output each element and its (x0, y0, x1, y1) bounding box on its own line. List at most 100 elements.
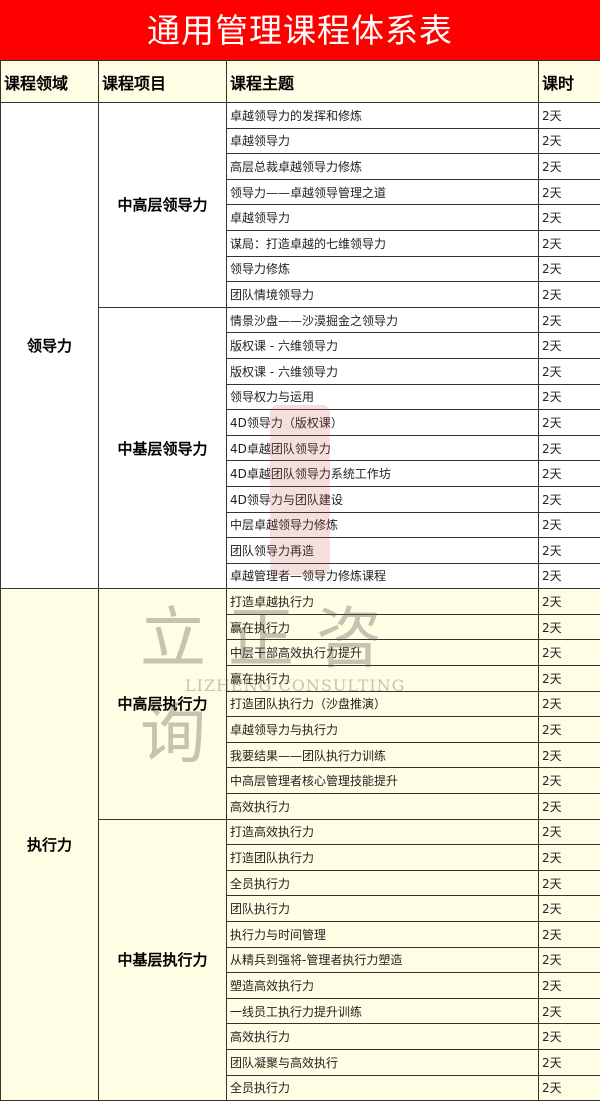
topic-cell: 团队领导力再造 (226, 537, 539, 564)
page-title: 通用管理课程体系表 (0, 0, 600, 60)
topic-cell: 团队执行力 (226, 895, 539, 922)
project-cell: 中基层执行力 (98, 818, 227, 1101)
topic-cell: 领导力——卓越领导管理之道 (226, 178, 539, 206)
table-row: 领导力修炼 2天 (1, 255, 600, 283)
hours-cell: 2天 (538, 460, 600, 487)
table-row: 卓越领导力与执行力 2天 (1, 716, 600, 743)
table-row: 中基层执行力 打造高效执行力 2天 (1, 818, 600, 1101)
table-row: 卓越领导力 2天 (1, 204, 600, 231)
hours-cell: 2天 (538, 409, 600, 436)
table-row: 中层干部高效执行力提升 2天 (1, 639, 600, 667)
hours-cell: 2天 (538, 1048, 600, 1076)
hours-cell: 2天 (538, 332, 600, 359)
hours-cell: 2天 (538, 281, 600, 308)
topic-cell: 从精兵到强将-管理者执行力塑造 (226, 946, 539, 974)
topic-cell: 卓越管理者—领导力修炼课程 (226, 562, 539, 590)
table-row: 全员执行力 2天 (1, 869, 600, 897)
hours-cell: 2天 (538, 921, 600, 948)
hours-cell: 2天 (538, 511, 600, 539)
topic-cell: 打造团队执行力 (226, 844, 539, 871)
table-row: 中高层管理者核心管理技能提升 2天 (1, 767, 600, 795)
hours-cell: 2天 (538, 741, 600, 769)
table-row: 中层卓越领导力修炼 2天 (1, 511, 600, 539)
topic-cell: 全员执行力 (226, 869, 539, 897)
topic-cell: 一线员工执行力提升训练 (226, 997, 539, 1025)
hours-cell: 2天 (538, 1023, 600, 1050)
hours-cell: 2天 (538, 793, 600, 820)
topic-cell: 我要结果——团队执行力训练 (226, 741, 539, 769)
topic-cell: 4D领导力（版权课） (226, 409, 539, 436)
table-row: 中基层领导力 情景沙盘——沙漠掘金之领导力 2天 (1, 306, 600, 590)
topic-cell: 中层卓越领导力修炼 (226, 511, 539, 539)
header-hours: 课时 (538, 60, 600, 103)
topic-cell: 团队凝聚与高效执行 (226, 1048, 539, 1076)
topic-cell: 团队情境领导力 (226, 281, 539, 308)
table-row: 赢在执行力 2天 (1, 665, 600, 692)
header-row: 课程领域 课程项目 课程主题 课时 (0, 60, 600, 103)
topic-cell: 卓越领导力与执行力 (226, 716, 539, 743)
course-table: 课程领域 课程项目 课程主题 课时 领导力 中高层领导力 卓越领导力的发挥和修炼 2天… (0, 60, 600, 1101)
topic-cell: 赢在执行力 (226, 613, 539, 641)
hours-cell: 2天 (538, 869, 600, 897)
table-row: 卓越管理者—领导力修炼课程 2天 (1, 562, 600, 590)
topic-cell: 谋局：打造卓越的七维领导力 (226, 229, 539, 257)
hours-cell: 2天 (538, 1074, 600, 1101)
table-row: 4D领导力与团队建设 2天 (1, 485, 600, 513)
table-row: 从精兵到强将-管理者执行力塑造 2天 (1, 946, 600, 974)
hours-cell: 2天 (538, 716, 600, 743)
topic-cell: 4D卓越团队领导力 (226, 434, 539, 462)
hours-cell: 2天 (538, 639, 600, 667)
project-cell: 中高层执行力 (98, 588, 227, 820)
table-row: 执行力与时间管理 2天 (1, 921, 600, 948)
table-row: 团队凝聚与高效执行 2天 (1, 1048, 600, 1076)
topic-cell: 4D领导力与团队建设 (226, 485, 539, 513)
hours-cell: 2天 (538, 613, 600, 641)
topic-cell: 领导力修炼 (226, 255, 539, 283)
table-row: 打造团队执行力 2天 (1, 844, 600, 871)
table-row: 团队执行力 2天 (1, 895, 600, 922)
topic-cell: 打造高效执行力 (226, 818, 539, 846)
hours-cell: 2天 (538, 127, 600, 155)
table-row: 领导力——卓越领导管理之道 2天 (1, 178, 600, 206)
hours-cell: 2天 (538, 972, 600, 999)
topic-cell: 全员执行力 (226, 1074, 539, 1101)
header-topic: 课程主题 (226, 60, 539, 103)
table-row: 高效执行力 2天 (1, 793, 600, 820)
topic-cell: 4D卓越团队领导力系统工作坊 (226, 460, 539, 487)
hours-cell: 2天 (538, 946, 600, 974)
topic-cell: 情景沙盘——沙漠掘金之领导力 (226, 306, 539, 334)
table-row: 我要结果——团队执行力训练 2天 (1, 741, 600, 769)
topic-cell: 高层总裁卓越领导力修炼 (226, 153, 539, 180)
topic-cell: 高效执行力 (226, 1023, 539, 1050)
hours-cell: 2天 (538, 229, 600, 257)
hours-cell: 2天 (538, 665, 600, 692)
hours-cell: 2天 (538, 485, 600, 513)
hours-cell: 2天 (538, 588, 600, 615)
hours-cell: 2天 (538, 153, 600, 180)
hours-cell: 2天 (538, 306, 600, 334)
hours-cell: 2天 (538, 997, 600, 1025)
hours-cell: 2天 (538, 204, 600, 231)
topic-cell: 领导权力与运用 (226, 383, 539, 411)
domain-cell: 执行力 (0, 588, 99, 1101)
topic-cell: 高效执行力 (226, 793, 539, 820)
table-row: 4D卓越团队领导力 2天 (1, 434, 600, 462)
header-domain: 课程领域 (0, 60, 99, 103)
topic-cell: 打造卓越执行力 (226, 588, 539, 615)
hours-cell: 2天 (538, 383, 600, 411)
topic-cell: 卓越领导力 (226, 204, 539, 231)
table-row: 谋局：打造卓越的七维领导力 2天 (1, 229, 600, 257)
header-project: 课程项目 (98, 60, 227, 103)
hours-cell: 2天 (538, 255, 600, 283)
topic-cell: 中高层管理者核心管理技能提升 (226, 767, 539, 795)
hours-cell: 2天 (538, 844, 600, 871)
table-row: 执行力 中高层执行力 打造卓越执行力 2天 (0, 588, 600, 1101)
table-row: 4D卓越团队领导力系统工作坊 2天 (1, 460, 600, 487)
hours-cell: 2天 (538, 690, 600, 718)
hours-cell: 2天 (538, 767, 600, 795)
table-row: 卓越领导力 2天 (1, 127, 600, 155)
table-body: 领导力 中高层领导力 卓越领导力的发挥和修炼 2天 卓越领导力 2天 高层总裁卓越领导力修炼… (0, 101, 600, 1101)
hours-cell: 2天 (538, 178, 600, 206)
topic-cell: 卓越领导力的发挥和修炼 (226, 102, 539, 129)
hours-cell: 2天 (538, 434, 600, 462)
